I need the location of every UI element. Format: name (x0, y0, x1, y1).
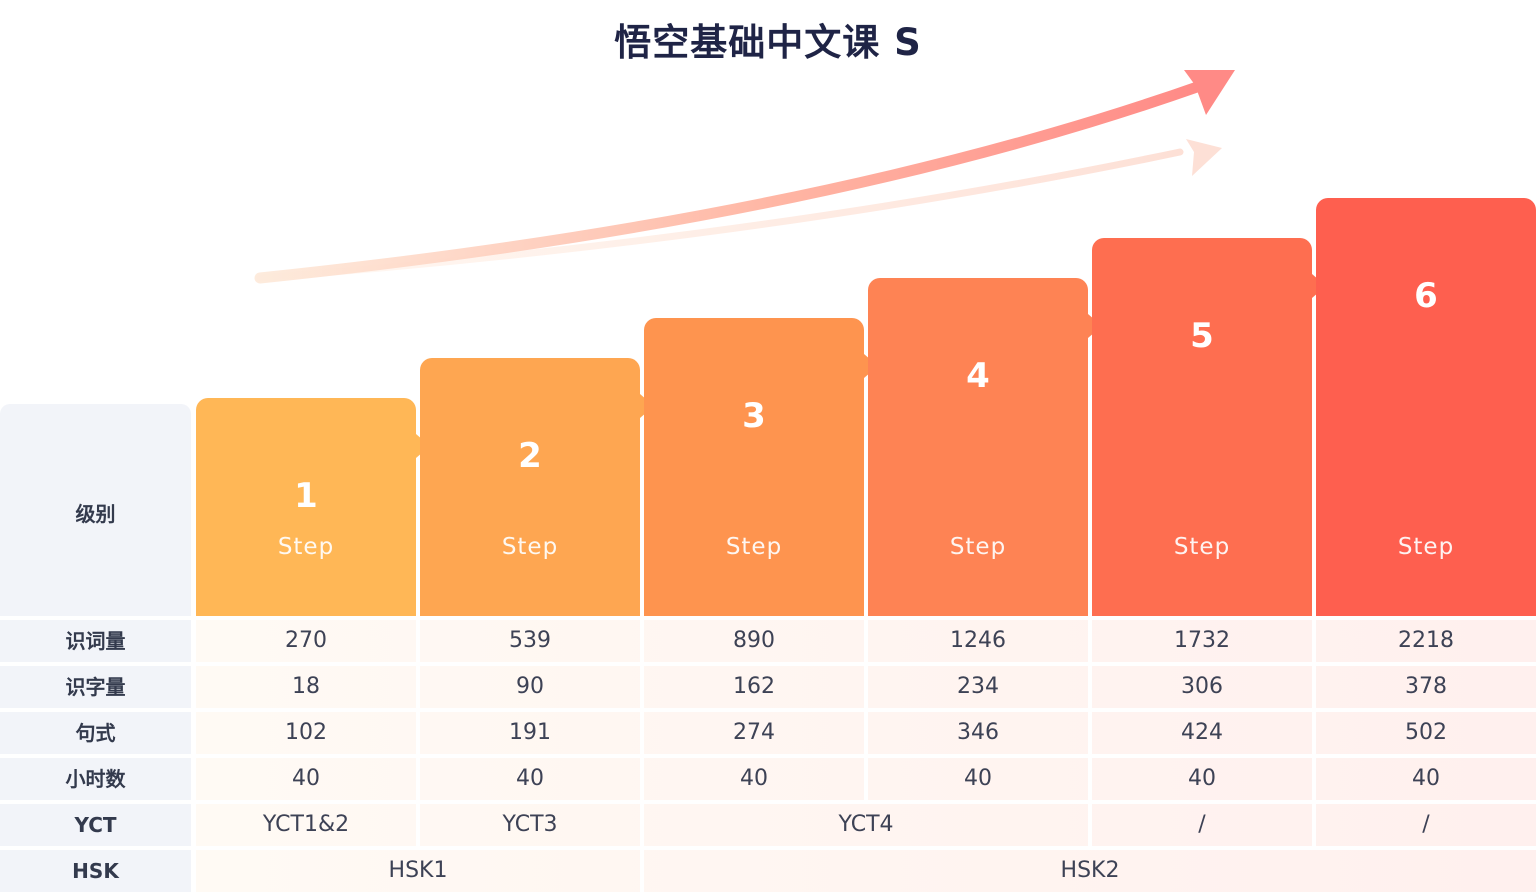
table-cell: 102 (196, 712, 416, 754)
table-cell: 378 (1316, 666, 1536, 708)
table-cell: 274 (644, 712, 864, 754)
table-cell: 1246 (868, 620, 1088, 662)
step-number: 4 (966, 356, 990, 396)
table-cell: 40 (1316, 758, 1536, 800)
step-word: Step (277, 534, 335, 560)
table-cell: / (1092, 804, 1312, 846)
step-number: 2 (518, 436, 542, 476)
step-number: 5 (1190, 316, 1214, 356)
growth-arrows (254, 70, 1235, 284)
table-cell: 539 (420, 620, 640, 662)
table-cell: 40 (196, 758, 416, 800)
table-cell: 40 (1092, 758, 1312, 800)
step-word: Step (725, 534, 783, 560)
table-cell: 1732 (1092, 620, 1312, 662)
row-label: YCT (0, 804, 191, 846)
table-cell: YCT1&2 (196, 804, 416, 846)
step-block-6: 6 Step (1316, 198, 1536, 616)
table-cell: 90 (420, 666, 640, 708)
table-cell: 424 (1092, 712, 1312, 754)
table-cell: 234 (868, 666, 1088, 708)
step-word: Step (501, 534, 559, 560)
table-cell: 270 (196, 620, 416, 662)
row-label: HSK (0, 850, 191, 892)
table-cell: / (1316, 804, 1536, 846)
table-cell: 2218 (1316, 620, 1536, 662)
step-word: Step (1397, 534, 1455, 560)
step-number: 1 (294, 476, 318, 516)
table-cell: 306 (1092, 666, 1312, 708)
level-label-panel: 级别 (0, 404, 191, 616)
table-cell: 502 (1316, 712, 1536, 754)
table-cell: 40 (420, 758, 640, 800)
table-cell: 346 (868, 712, 1088, 754)
table-cell: 191 (420, 712, 640, 754)
table-cell: 162 (644, 666, 864, 708)
step-number: 3 (742, 396, 766, 436)
main-arrow (254, 70, 1235, 284)
page-title: 悟空基础中文课 S (614, 21, 922, 64)
row-label: 句式 (0, 712, 191, 754)
step-block-4: 4 Step (868, 278, 1088, 616)
table-cell: 18 (196, 666, 416, 708)
step-block-1: 1 Step (196, 398, 416, 616)
step-block-5: 5 Step (1092, 238, 1312, 616)
table-cell: YCT3 (420, 804, 640, 846)
table-cell: 40 (868, 758, 1088, 800)
row-label: 识字量 (0, 666, 191, 708)
row-label: 小时数 (0, 758, 191, 800)
table-cell: 40 (644, 758, 864, 800)
row-label: 识词量 (0, 620, 191, 662)
step-word: Step (949, 534, 1007, 560)
step-word: Step (1173, 534, 1231, 560)
step-block-2: 2 Step (420, 358, 640, 616)
step-block-3: 3 Step (644, 318, 864, 616)
table-cell: HSK2 (644, 850, 1536, 892)
level-label: 级别 (75, 502, 116, 526)
table-cell: HSK1 (196, 850, 640, 892)
step-number: 6 (1414, 276, 1438, 316)
table-cell: 890 (644, 620, 864, 662)
table-cell: YCT4 (644, 804, 1088, 846)
